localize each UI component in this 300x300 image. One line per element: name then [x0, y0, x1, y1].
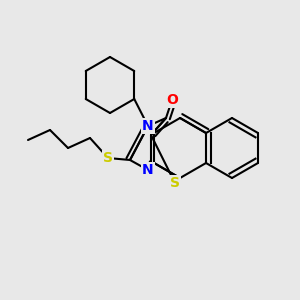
Text: S: S [103, 151, 113, 165]
Text: S: S [170, 176, 180, 190]
Text: N: N [142, 163, 154, 177]
Text: N: N [142, 119, 154, 133]
Text: O: O [166, 93, 178, 107]
